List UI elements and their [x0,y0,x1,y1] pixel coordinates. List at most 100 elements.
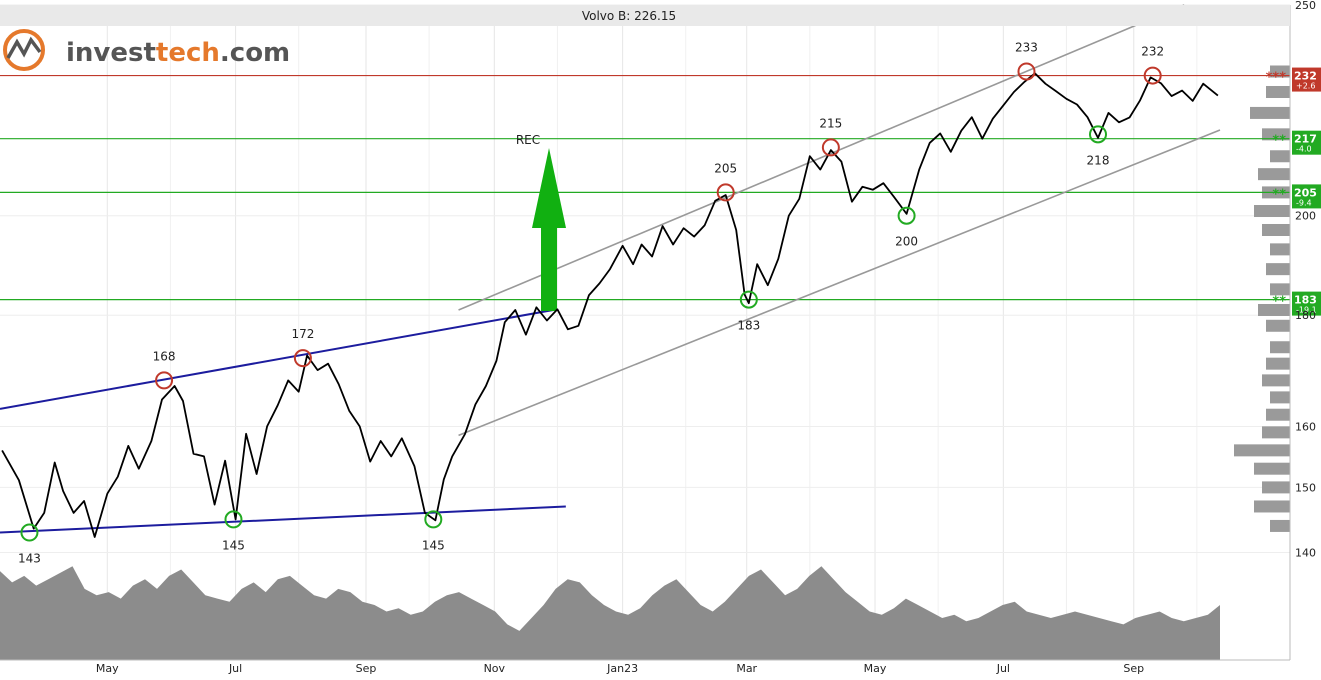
peak-label: 172 [291,327,314,341]
level-stars: ** [1272,187,1286,202]
peak-marker [716,183,735,202]
trough-marker [224,510,243,529]
volume-profile-bar [1258,168,1290,181]
volume-profile-bar [1262,481,1290,494]
y-tick-label: 250 [1295,0,1316,12]
volume-profile-bar [1262,128,1290,141]
x-tick-label: Jul [996,662,1010,675]
x-tick-label: Nov [484,662,506,675]
x-tick-label: Jul [228,662,242,675]
trough-label: 183 [737,319,760,333]
trough-marker [1089,125,1107,144]
volume-profile-bar [1254,500,1290,513]
logo-ring-icon [3,29,45,71]
x-tick-label: Jan23 [606,662,638,675]
volume-profile-bar [1262,374,1290,387]
logo-zigzag-icon [6,36,42,59]
trough-marker [20,523,39,542]
peak-marker [1017,62,1036,81]
logo-prefix: invest [66,38,156,68]
blue-trend-line [0,309,554,410]
level-label: 232 [1294,70,1317,83]
peak-label: 168 [153,349,176,363]
volume-profile-bar [1270,65,1290,78]
price-series [1,72,1219,538]
volume-profile-bar [1270,283,1290,296]
trend-lines [0,4,1221,534]
volume-profile-bar [1262,426,1290,439]
level-tag [1292,184,1321,209]
peak-label: 205 [714,161,737,175]
volume-profile-bar [1266,263,1290,276]
signal-label: REC [516,133,540,147]
trough-label: 143 [18,552,41,566]
trough-marker [897,206,916,225]
volume-profile [1234,65,1290,532]
trough-label: 145 [422,538,445,552]
grid [0,4,1290,660]
trough-marker [739,290,758,309]
trough-label: 218 [1087,153,1110,167]
level-pct: -9.4 [1296,198,1312,207]
buy-signal: REC [516,133,566,311]
level-pct: -19.1 [1296,306,1317,315]
x-tick-label: Mar [736,662,757,675]
extremum-markers: 168 172 205 215 233 232 143 145 145 183 200 218 [18,41,1164,566]
level-label: 205 [1294,186,1317,199]
peak-marker [155,371,174,390]
peak-label: 233 [1015,41,1038,55]
volume-area [0,566,1220,660]
investtech-logo: investtech.com [3,29,290,71]
level-pct: -4.0 [1296,145,1312,154]
level-label: 217 [1294,133,1317,146]
level-label: 183 [1294,294,1317,307]
chart-title: Volvo B: 226.15 [582,9,676,23]
volume-profile-bar [1270,519,1290,532]
volume-profile-bar [1266,319,1290,332]
x-tick-label: Sep [1123,662,1144,675]
channel-trend-line [458,4,1185,311]
volume-profile-bar [1270,150,1290,163]
y-tick-label: 160 [1295,420,1316,433]
level-tag [1292,291,1321,316]
trough-marker [424,510,443,529]
horizontal-levels: *** 232+2.6** 217-4.0** 205-9.4** 183-19.1 [0,67,1321,316]
volume-profile-bar [1266,408,1290,421]
x-tick-label: May [96,662,119,675]
volume-profile-bar [1262,223,1290,236]
peak-label: 232 [1141,45,1164,59]
trough-label: 200 [895,235,918,249]
level-tag [1292,130,1321,155]
buy-arrow-icon [532,148,566,311]
level-tag [1292,67,1321,92]
volume-profile-bar [1258,303,1290,316]
level-stars: *** [1266,71,1287,86]
volume-profile-bar [1234,444,1290,457]
volume-profile-bar [1270,341,1290,354]
volume-area-path [0,566,1220,660]
volume-profile-bar [1250,106,1290,119]
y-tick-label: 200 [1295,210,1316,223]
channel-trend-line [458,129,1221,437]
level-stars: ** [1272,295,1286,310]
volume-profile-bar [1266,85,1290,98]
level-stars: ** [1272,134,1286,149]
level-pct: +2.6 [1296,82,1315,91]
x-tick-label: May [864,662,887,675]
volume-profile-bar [1266,357,1290,370]
volume-profile-bar [1270,243,1290,256]
price-line [1,72,1219,538]
x-tick-label: Sep [356,662,377,675]
trough-label: 145 [222,538,245,552]
y-tick-label: 150 [1295,481,1316,494]
volume-profile-bar [1254,462,1290,475]
y-tick-label: 140 [1295,547,1316,560]
volume-profile-bar [1254,205,1290,218]
peak-marker [821,138,840,157]
peak-marker [293,349,312,368]
title-bar: Volvo B: 226.15 [0,5,1290,26]
volume-profile-bar [1270,391,1290,404]
logo-suffix: tech [156,38,220,68]
